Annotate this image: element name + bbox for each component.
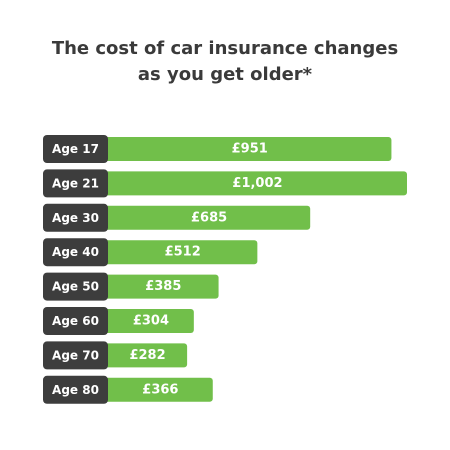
bar — [101, 171, 407, 196]
bar — [101, 274, 219, 299]
category-label: Age 50 — [52, 280, 99, 294]
bar — [101, 205, 311, 230]
category-label: Age 60 — [52, 314, 99, 328]
bar — [101, 240, 258, 265]
bar — [101, 137, 392, 161]
category-box — [43, 341, 108, 370]
value-label: £1,002 — [232, 176, 282, 191]
value-label: £951 — [232, 142, 268, 157]
category-label: Age 40 — [52, 245, 99, 259]
category-box — [43, 203, 108, 232]
value-label: £304 — [133, 314, 169, 329]
category-label: Age 80 — [52, 383, 99, 397]
category-box — [43, 272, 108, 301]
value-label: £685 — [191, 210, 227, 225]
value-label: £282 — [129, 348, 165, 363]
value-label: £512 — [165, 245, 201, 260]
category-label: Age 70 — [52, 348, 99, 362]
category-box — [43, 307, 108, 335]
bar — [101, 343, 188, 368]
category-label: Age 30 — [52, 211, 99, 225]
chart-title: The cost of car insurance changes as you… — [51, 38, 399, 85]
bar — [101, 309, 194, 333]
category-box — [43, 238, 108, 267]
category-box — [43, 169, 108, 198]
value-label: £385 — [145, 279, 181, 294]
category-label: Age 17 — [52, 142, 99, 156]
category-label: Age 21 — [52, 176, 99, 190]
category-box — [43, 135, 108, 163]
bar — [101, 377, 213, 402]
value-label: £366 — [142, 382, 178, 397]
category-box — [43, 375, 108, 404]
